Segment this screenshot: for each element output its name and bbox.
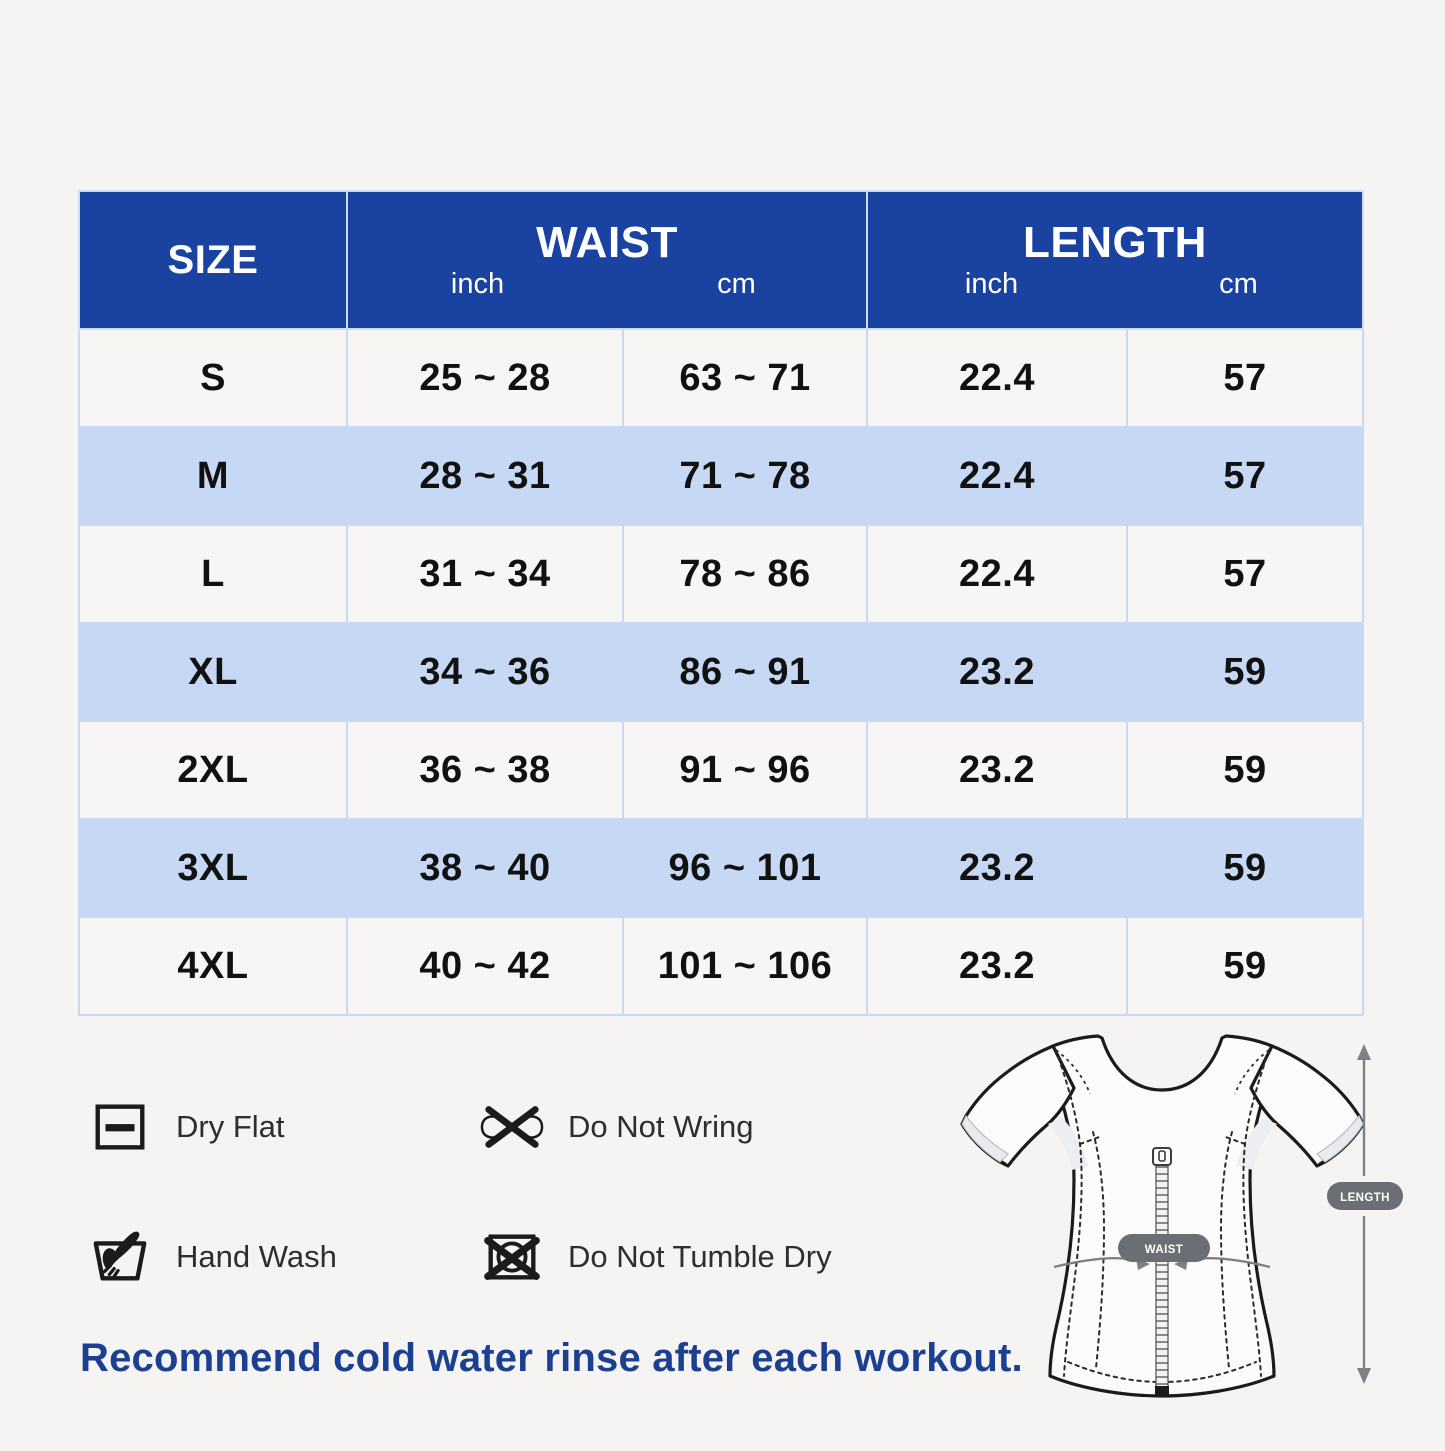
cell-waist-inch: 25 ~ 28 [346, 328, 624, 428]
dry-flat-icon [82, 1089, 158, 1165]
care-row-2: Hand Wash Do Not Tumble Dry [82, 1192, 932, 1322]
header-sublabel-length-cm: cm [1219, 268, 1258, 300]
care-label-dry-flat: Dry Flat [176, 1109, 285, 1144]
cell-length-inch: 23.2 [866, 720, 1128, 820]
cell-waist-cm: 78 ~ 86 [622, 524, 868, 624]
cell-size: XL [78, 622, 348, 722]
cell-length-cm: 59 [1126, 916, 1364, 1016]
do-not-wring-icon [474, 1089, 550, 1165]
table-row: 2XL 36 ~ 38 91 ~ 96 23.2 59 [78, 720, 1364, 820]
care-label-do-not-tumble-dry: Do Not Tumble Dry [568, 1239, 832, 1274]
cell-size: 2XL [78, 720, 348, 820]
garment-outline [960, 1034, 1365, 1398]
care-row-1: Dry Flat Do Not Wring [82, 1062, 932, 1192]
header-cell-size: SIZE [78, 190, 348, 330]
cell-waist-inch: 34 ~ 36 [346, 622, 624, 722]
header-label-length: LENGTH [1023, 218, 1207, 267]
cell-length-inch: 23.2 [866, 818, 1128, 918]
table-row: S 25 ~ 28 63 ~ 71 22.4 57 [78, 328, 1364, 428]
cell-length-cm: 59 [1126, 818, 1364, 918]
header-label-size: SIZE [167, 237, 259, 282]
care-item-dry-flat: Dry Flat [82, 1089, 474, 1165]
cell-waist-inch: 36 ~ 38 [346, 720, 624, 820]
cell-size: L [78, 524, 348, 624]
waist-badge: WAIST [1118, 1234, 1210, 1262]
care-note: Recommend cold water rinse after each wo… [80, 1336, 1023, 1380]
table-row: L 31 ~ 34 78 ~ 86 22.4 57 [78, 524, 1364, 624]
cell-waist-inch: 38 ~ 40 [346, 818, 624, 918]
care-instructions: Dry Flat Do Not Wring Hand W [82, 1062, 932, 1322]
cell-length-inch: 23.2 [866, 622, 1128, 722]
care-label-do-not-wring: Do Not Wring [568, 1109, 754, 1144]
table-header: SIZE WAIST inch cm LENGTH inch cm [78, 190, 1364, 330]
do-not-tumble-dry-icon [474, 1219, 550, 1295]
header-cell-waist: WAIST inch cm [346, 190, 868, 330]
care-item-do-not-wring: Do Not Wring [474, 1089, 754, 1165]
cell-waist-cm: 101 ~ 106 [622, 916, 868, 1016]
care-item-do-not-tumble-dry: Do Not Tumble Dry [474, 1219, 832, 1295]
cell-length-inch: 22.4 [866, 328, 1128, 428]
header-sublabel-waist-cm: cm [717, 268, 756, 300]
cell-size: 4XL [78, 916, 348, 1016]
length-badge-label: LENGTH [1340, 1192, 1390, 1204]
cell-size: M [78, 426, 348, 526]
cell-size: S [78, 328, 348, 428]
header-sublabel-waist-inch: inch [450, 268, 505, 300]
cell-size: 3XL [78, 818, 348, 918]
table-row: 4XL 40 ~ 42 101 ~ 106 23.2 59 [78, 916, 1364, 1016]
cell-length-inch: 22.4 [866, 426, 1128, 526]
length-badge: LENGTH [1327, 1182, 1403, 1210]
hand-wash-icon [82, 1219, 158, 1295]
header-cell-length: LENGTH inch cm [866, 190, 1364, 330]
garment-diagram: WAIST LENGTH [950, 1028, 1440, 1446]
header-label-waist: WAIST [536, 218, 678, 267]
care-item-hand-wash: Hand Wash [82, 1219, 474, 1295]
cell-length-cm: 57 [1126, 426, 1364, 526]
cell-length-cm: 59 [1126, 622, 1364, 722]
cell-waist-cm: 91 ~ 96 [622, 720, 868, 820]
cell-waist-inch: 28 ~ 31 [346, 426, 624, 526]
cell-length-cm: 59 [1126, 720, 1364, 820]
length-measure-arrow [1357, 1044, 1371, 1384]
table-row: M 28 ~ 31 71 ~ 78 22.4 57 [78, 426, 1364, 526]
table-row: XL 34 ~ 36 86 ~ 91 23.2 59 [78, 622, 1364, 722]
table-body: S 25 ~ 28 63 ~ 71 22.4 57 M 28 ~ 31 71 ~… [78, 328, 1364, 1016]
cell-length-inch: 22.4 [866, 524, 1128, 624]
cell-waist-inch: 40 ~ 42 [346, 916, 624, 1016]
table-row: 3XL 38 ~ 40 96 ~ 101 23.2 59 [78, 818, 1364, 918]
cell-waist-cm: 63 ~ 71 [622, 328, 868, 428]
header-row: SIZE WAIST inch cm LENGTH inch cm [78, 190, 1364, 330]
header-sublabel-length-inch: inch [964, 268, 1019, 300]
size-chart-table: SIZE WAIST inch cm LENGTH inch cm S 25 ~… [78, 190, 1364, 1016]
waist-badge-label: WAIST [1145, 1244, 1183, 1256]
cell-waist-cm: 96 ~ 101 [622, 818, 868, 918]
care-label-hand-wash: Hand Wash [176, 1239, 337, 1274]
page-title: SIZE CHART [350, 17, 1095, 149]
cell-waist-inch: 31 ~ 34 [346, 524, 624, 624]
page-title-container: SIZE CHART [0, 17, 1445, 149]
cell-length-cm: 57 [1126, 524, 1364, 624]
cell-length-cm: 57 [1126, 328, 1364, 428]
cell-waist-cm: 71 ~ 78 [622, 426, 868, 526]
zipper [1152, 1147, 1172, 1395]
cell-length-inch: 23.2 [866, 916, 1128, 1016]
cell-waist-cm: 86 ~ 91 [622, 622, 868, 722]
